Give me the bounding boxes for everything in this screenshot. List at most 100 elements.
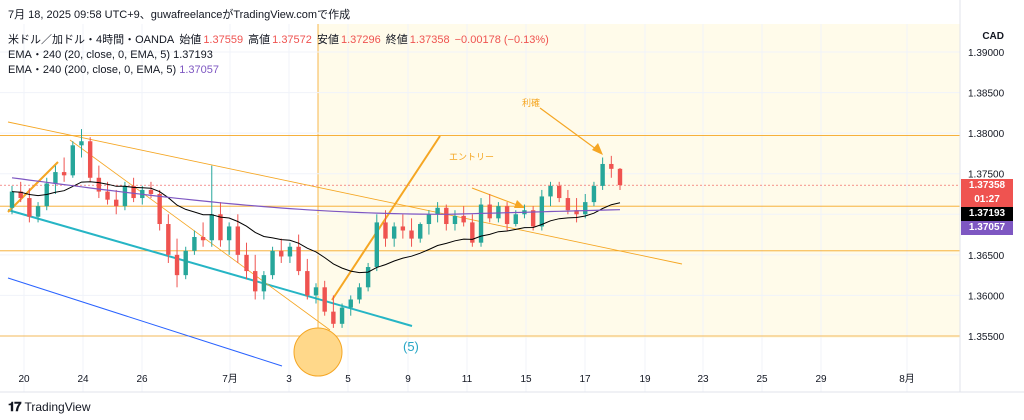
low-value: 1.37296 [340,34,381,46]
ema20-legend-value: 1.37193 [173,49,213,61]
wave5-label: (5) [403,339,419,354]
candle-body [61,172,67,176]
time-tick-label: 23 [697,374,709,385]
candle-body [452,215,458,225]
candle-body [157,193,162,225]
ema20-legend-label: EMA・240 (20, close, 0, EMA, 5) [8,49,171,61]
time-tick-label: 26 [136,374,148,385]
time-tick-label: 3 [286,374,292,385]
price-tick-label: 1.36500 [968,251,1005,262]
candle-body [209,214,214,241]
candle-body [253,271,258,292]
brand-name[interactable]: TradingView [24,400,91,414]
rikaku-arrow-head [592,143,603,155]
candle-body [461,215,466,223]
snapshot-title: 7月 18, 2025 09:58 UTC+9、guwafreelanceがTr… [8,9,351,21]
candle-body [79,141,84,146]
candle-body [365,267,371,288]
highlight-zone [318,24,960,338]
candle-body [487,204,492,219]
symbol-label[interactable]: 米ドル／加ドル・4時間・OANDA [8,34,175,46]
candle-body [270,250,275,276]
tradingview-logo-icon: 𝟏𝟕 [8,399,22,414]
last-price-tag: 1.37358 [961,179,1013,193]
countdown-tag: 01:27 [961,193,1013,207]
candle-body [131,185,136,199]
candle-body [322,287,327,312]
open-value: 1.37559 [203,34,244,46]
wave-line-2 [331,135,441,301]
candle-body [609,163,614,169]
candle-body [557,185,562,199]
open-label: 始値 [179,34,202,46]
candle-body [148,189,154,194]
time-tick-label: 19 [639,374,651,385]
candle-body [296,246,301,272]
candle-body [470,222,475,243]
price-tick-label: 1.38000 [968,129,1005,140]
candle-body [565,198,571,211]
candle-body [478,204,484,243]
candle-body [583,202,588,215]
cyan-trendline [7,209,413,327]
candle-body [426,214,432,225]
ema200-legend-value: 1.37057 [179,64,219,76]
candle-body [504,206,510,225]
ema20-legend[interactable]: EMA・240 (20, close, 0, EMA, 5) 1.37193 [8,46,213,62]
time-tick-label: 17 [579,374,591,385]
candle-body [391,226,397,239]
candle-body [591,185,597,203]
candle-body [235,226,241,255]
ema200-legend-label: EMA・240 (200, close, 0, EMA, 5) [8,64,177,76]
candle-body [70,145,75,176]
time-tick-label: 7月 [222,373,238,385]
candle-body [574,210,579,215]
candle-body [218,214,223,241]
time-tick-label: 25 [756,374,768,385]
currency-button[interactable]: CAD [982,31,1004,42]
rikaku-arrow-line [539,107,601,153]
candle-body [444,207,449,225]
candle-body [287,246,293,257]
candle-body [435,207,440,215]
high-label: 高値 [248,34,271,46]
time-axis[interactable]: 20 24 26 7月 3 5 9 11 15 17 19 23 25 29 8月 [18,373,914,385]
candle-body [600,163,605,186]
candle-body [166,224,171,255]
wave-line-3 [69,139,331,331]
entry-label: エントリー [449,152,495,162]
candle-body [226,226,232,241]
price-tick-label: 1.39000 [968,48,1005,59]
candle-body [27,198,32,217]
time-tick-label: 5 [345,374,351,385]
candle-body [18,191,23,199]
candle-body [530,210,536,227]
price-tick-label: 1.35500 [968,332,1005,343]
time-tick-label: 9 [405,374,411,385]
orange-trendline [7,121,683,265]
blue-trendline [7,277,283,367]
ema200-line [11,177,621,215]
candle-body [105,191,110,200]
rikaku-label: 利確 [522,98,541,108]
candle-body [617,168,623,186]
ema20-tag: 1.37193 [961,207,1013,221]
ohlc-legend: 米ドル／加ドル・4時間・OANDA 始値 1.37559 高値 1.37572 安値… [8,31,551,47]
candle-body [409,230,414,239]
candle-body [548,185,553,197]
high-value: 1.37572 [272,34,312,46]
candle-body [374,222,379,268]
candle-body [496,206,501,219]
ema200-legend[interactable]: EMA・240 (200, close, 0, EMA, 5) 1.37057 [8,61,219,77]
price-tick-label: 1.38500 [968,89,1005,100]
candle-body [200,236,206,241]
candle-body [244,254,249,272]
price-tick-label: 1.37500 [968,170,1005,181]
time-tick-label: 20 [18,374,30,385]
time-tick-label: 11 [462,374,473,385]
candle-body [9,191,15,208]
time-tick-label: 29 [815,374,827,385]
price-tick-label: 1.36000 [968,291,1005,302]
change-value: −0.00178 (−0.13%) [454,34,549,46]
